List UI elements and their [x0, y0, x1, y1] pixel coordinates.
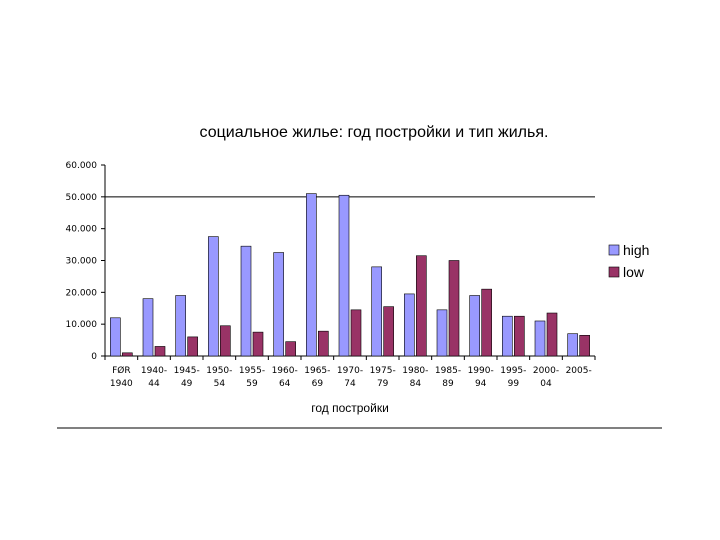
bar-high — [110, 317, 121, 357]
bar-high — [273, 252, 284, 357]
y-tick-label: 20.000 — [66, 288, 98, 298]
category-label-line1: 1970- — [337, 366, 363, 376]
y-tick-label: 40.000 — [66, 225, 98, 235]
y-tick-label: 50.000 — [66, 193, 98, 203]
x-axis-label: год постройки — [311, 401, 389, 415]
bar-low — [481, 288, 492, 357]
category-label-line1: 1955- — [239, 366, 265, 376]
legend-swatch-low — [608, 266, 620, 278]
bar-high — [469, 295, 480, 357]
category-label-line1: 1960- — [272, 366, 298, 376]
category-label-line2: 74 — [344, 379, 356, 389]
bar-low — [514, 315, 525, 357]
bar-low — [122, 352, 133, 357]
legend-label-low: low — [623, 264, 645, 280]
bar-low — [252, 331, 264, 357]
y-tick-label: 30.000 — [66, 257, 98, 267]
bar-low — [350, 309, 362, 357]
category-label-line2: 99 — [508, 379, 520, 389]
chart-legend: high low — [608, 242, 649, 280]
category-label-line1: 1965- — [304, 366, 330, 376]
category-label-line2: 44 — [148, 379, 160, 389]
category-label-line2: 84 — [410, 379, 422, 389]
category-labels: FØR 1940 1940- 44 1945- 49 1950- 54 1955- 59 1960-… — [110, 365, 592, 389]
bar-high — [208, 236, 219, 357]
legend-swatch-high — [608, 244, 620, 256]
bar-low — [187, 336, 198, 357]
category-label-line1: 1980- — [402, 366, 428, 376]
bar-high — [306, 193, 317, 357]
category-label-line2: 89 — [442, 379, 454, 389]
category-label-line2: 1940 — [110, 379, 133, 389]
category-label-line2: 79 — [377, 379, 389, 389]
bar-low — [154, 346, 166, 357]
category-label-line2: 04 — [540, 379, 552, 389]
bar-low — [546, 312, 558, 357]
chart-title: социальное жилье: год постройки и тип жи… — [199, 124, 549, 141]
category-label-line1: 1975- — [370, 366, 396, 376]
bar-high — [436, 309, 448, 357]
bar-high — [240, 245, 252, 357]
legend-label-high: high — [623, 242, 649, 258]
category-label-line1: 1995- — [500, 366, 526, 376]
category-label-line2: 54 — [214, 379, 226, 389]
bar-low — [220, 325, 231, 357]
bar-high — [567, 333, 578, 357]
bar-low — [383, 306, 394, 357]
y-tick-label: 0 — [91, 352, 97, 362]
bar-high — [175, 295, 186, 357]
y-tick-label: 60.000 — [66, 161, 98, 171]
category-label-line2: 64 — [279, 379, 291, 389]
chart-bars — [110, 193, 590, 357]
bar-high — [502, 315, 513, 357]
category-label-line1: 1985- — [435, 366, 461, 376]
bar-low — [285, 341, 296, 357]
bar-high — [142, 298, 154, 357]
y-tick-label: 10.000 — [66, 320, 98, 330]
bar-high — [404, 293, 415, 357]
bar-high — [534, 320, 546, 357]
category-label-line1: 1945- — [174, 366, 200, 376]
category-label-line1: 1990- — [468, 366, 494, 376]
bar-low — [318, 330, 329, 357]
bar-low — [579, 335, 590, 357]
category-label-line1: 1940- — [141, 366, 167, 376]
chart-axes: 0 10.000 20.000 30.000 40.000 50.000 60.000 — [66, 161, 596, 362]
category-label-line2: 94 — [475, 379, 487, 389]
category-label-line1: 2000- — [533, 366, 559, 376]
category-label-line1: FØR — [112, 365, 131, 376]
bar-high — [371, 266, 382, 357]
category-label-line2: 59 — [246, 379, 258, 389]
bar-low — [416, 255, 427, 357]
bar-low — [448, 260, 460, 357]
category-label-line2: 49 — [181, 379, 193, 389]
category-label-line1: 1950- — [206, 366, 232, 376]
bar-high — [338, 194, 350, 357]
category-label-line1: 2005- — [566, 366, 592, 376]
category-label-line2: 69 — [312, 379, 324, 389]
